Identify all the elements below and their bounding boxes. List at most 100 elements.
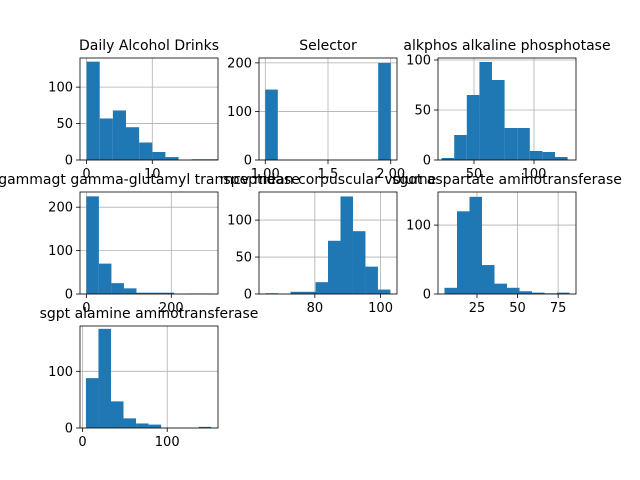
histogram-bar <box>492 80 505 160</box>
x-tick-label: 100 <box>522 167 547 182</box>
axes-frame <box>79 57 219 161</box>
histogram-bar <box>328 240 341 294</box>
y-tick-label: 0 <box>423 288 431 303</box>
x-tick-label: 0 <box>82 301 90 316</box>
y-tick-label: 100 <box>48 81 73 96</box>
y-tick-label: 0 <box>65 422 73 437</box>
axes-frame <box>437 57 577 161</box>
subplot-title: Selector <box>299 38 357 54</box>
x-tick-label: 50 <box>509 301 526 316</box>
histogram-bar <box>149 292 162 294</box>
subplot-3: 0 200 0 100 200 gammagt gamma-glutamyl transp… <box>0 172 300 316</box>
histogram-bar <box>136 423 149 428</box>
histogram-bar <box>481 265 495 294</box>
histogram-bar <box>85 378 99 428</box>
y-tick-label: 50 <box>235 251 252 266</box>
histogram-bar <box>139 142 153 160</box>
histogram-bar <box>112 110 126 160</box>
subplot-title: alkphos alkaline phosphotase <box>403 38 610 54</box>
y-tick-label: 200 <box>227 56 252 71</box>
y-tick-label: 100 <box>48 365 73 380</box>
subplot-title: sgot aspartate aminotransferase <box>392 172 622 188</box>
histogram-bar <box>555 157 568 160</box>
axes-frame <box>79 325 219 429</box>
histogram-bar <box>303 291 316 294</box>
histogram-bar <box>507 287 520 294</box>
histogram-bar <box>479 62 492 160</box>
x-tick-label: 1.00 <box>251 167 280 182</box>
x-tick-label: 75 <box>550 301 567 316</box>
histogram-bar <box>126 127 140 160</box>
histogram-bar <box>557 292 570 294</box>
x-tick-label: 200 <box>159 301 184 316</box>
histogram-bar <box>315 282 328 294</box>
y-tick-label: 100 <box>406 54 431 69</box>
histogram-bar <box>517 128 530 160</box>
subplot-6: 0 100 0 100 sgpt alamine aminotransferase <box>40 306 259 450</box>
histogram-bar <box>290 291 304 294</box>
y-tick-label: 100 <box>227 214 252 229</box>
histogram-bar <box>378 62 391 160</box>
histogram-bar <box>456 211 470 294</box>
histogram-bar <box>148 424 162 428</box>
histogram-bar <box>98 328 111 428</box>
histogram-bar <box>494 283 507 294</box>
histogram-bar <box>136 292 149 294</box>
histogram-bar <box>532 292 545 294</box>
y-tick-label: 0 <box>244 154 252 169</box>
histogram-bar <box>161 292 175 294</box>
histogram-bar <box>454 135 467 160</box>
y-tick-label: 100 <box>227 105 252 120</box>
histogram-bar <box>352 231 366 294</box>
y-tick-label: 0 <box>423 154 431 169</box>
histogram-bar <box>365 266 378 294</box>
subplot-title: mcv mean corpuscular volume <box>220 172 436 188</box>
histogram-bar <box>111 283 124 294</box>
y-tick-label: 50 <box>414 104 431 119</box>
subplot-title: sgpt alamine aminotransferase <box>40 306 259 322</box>
y-tick-label: 50 <box>56 117 73 132</box>
histogram-bar <box>265 89 278 160</box>
x-tick-label: 0 <box>82 167 90 182</box>
histogram-bar <box>165 157 179 160</box>
histogram-bar <box>123 418 137 428</box>
subplot-title: Daily Alcohol Drinks <box>79 38 219 54</box>
x-tick-label: 100 <box>155 435 180 450</box>
histogram-bar <box>542 152 555 160</box>
histogram-bar <box>466 95 480 160</box>
histogram-bar <box>86 196 99 294</box>
x-tick-label: 80 <box>307 301 324 316</box>
axes-frame <box>258 191 398 295</box>
histogram-bar <box>110 401 124 428</box>
x-tick-label: 1.5 <box>318 167 339 182</box>
histogram-bar <box>198 426 212 428</box>
subplot-4: 80 100 0 50 100 mcv mean corpuscular volume <box>220 172 436 316</box>
y-tick-label: 0 <box>65 154 73 169</box>
subplot-5: 25 50 75 0 100 sgot aspartate aminotransferas… <box>392 172 622 316</box>
histogram-bar <box>377 289 391 294</box>
y-tick-label: 0 <box>65 288 73 303</box>
histogram-bar <box>340 196 353 294</box>
x-tick-label: 25 <box>469 301 486 316</box>
histogram-bar <box>86 61 100 161</box>
y-tick-label: 200 <box>48 201 73 216</box>
histogram-bar <box>469 196 482 294</box>
x-tick-label: 50 <box>466 167 483 182</box>
x-tick-label: 100 <box>368 301 393 316</box>
x-tick-label: 2.00 <box>376 167 405 182</box>
histogram-bar <box>98 263 112 294</box>
subplot-1: 1.00 1.5 2.00 0 100 200 Selector <box>227 38 405 182</box>
histogram-bar <box>123 288 137 294</box>
histogram-bar <box>519 291 533 294</box>
axes-frame <box>79 191 219 295</box>
x-tick-label: 0 <box>78 435 86 450</box>
y-tick-label: 100 <box>406 219 431 234</box>
histogram-bar <box>529 151 543 160</box>
histogram-bar <box>504 128 518 160</box>
histogram-bar <box>99 118 113 160</box>
x-tick-label: 10 <box>144 167 161 182</box>
subplot-title: gammagt gamma-glutamyl transpeptidase <box>0 172 300 188</box>
histogram-bar <box>152 151 166 160</box>
